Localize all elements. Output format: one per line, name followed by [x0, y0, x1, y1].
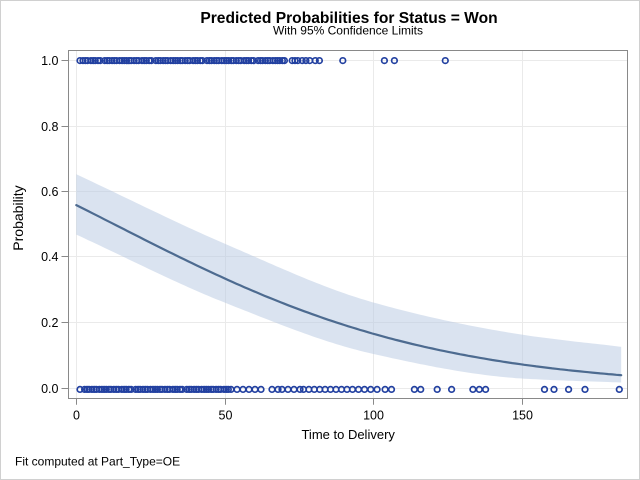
svg-text:0: 0 [73, 409, 80, 423]
svg-text:Probability: Probability [10, 185, 26, 250]
svg-text:Time to Delivery: Time to Delivery [301, 427, 395, 442]
svg-text:150: 150 [512, 409, 533, 423]
svg-text:50: 50 [219, 409, 233, 423]
svg-text:1.0: 1.0 [41, 54, 58, 68]
svg-text:Predicted Probabilities for St: Predicted Probabilities for Status = Won [200, 10, 497, 27]
svg-text:0.6: 0.6 [41, 185, 58, 199]
svg-text:100: 100 [363, 409, 384, 423]
svg-text:With 95% Confidence Limits: With 95% Confidence Limits [273, 24, 423, 38]
svg-text:0.0: 0.0 [41, 382, 58, 396]
svg-text:0.2: 0.2 [41, 316, 58, 330]
svg-text:0.4: 0.4 [41, 250, 58, 264]
svg-text:0.8: 0.8 [41, 120, 58, 134]
svg-text:Fit computed at Part_Type=OE: Fit computed at Part_Type=OE [15, 455, 180, 469]
